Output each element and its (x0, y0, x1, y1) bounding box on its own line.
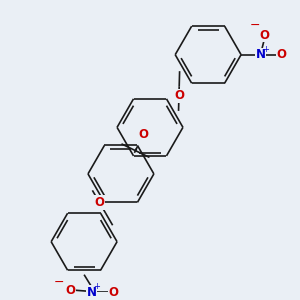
Text: −: − (249, 19, 260, 32)
Text: +: + (262, 45, 269, 54)
Text: N: N (87, 286, 97, 298)
Text: N: N (256, 48, 266, 61)
Text: O: O (260, 29, 269, 42)
Text: O: O (174, 89, 184, 102)
Text: O: O (65, 284, 76, 297)
Text: O: O (277, 48, 287, 61)
Text: O: O (138, 128, 148, 141)
Text: −: − (54, 276, 64, 289)
Text: O: O (94, 196, 104, 209)
Text: O: O (108, 286, 118, 298)
Text: +: + (93, 282, 100, 291)
